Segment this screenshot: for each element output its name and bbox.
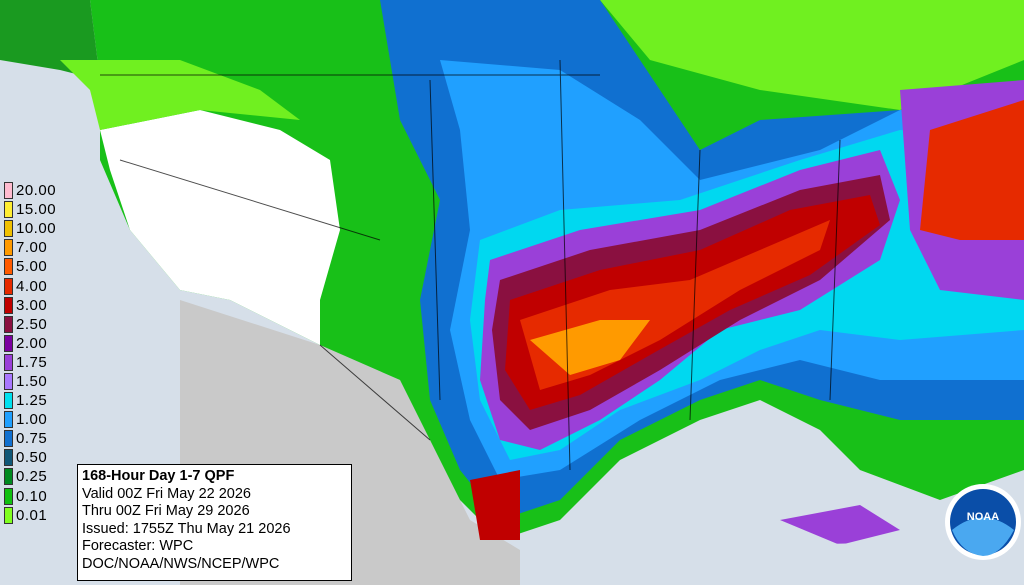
- legend-row: 0.75: [4, 429, 80, 448]
- legend-row: 1.75: [4, 353, 80, 372]
- legend-row: 1.00: [4, 410, 80, 429]
- legend-swatch: [4, 220, 13, 238]
- legend-row: 1.50: [4, 372, 80, 391]
- legend-row: 0.50: [4, 448, 80, 467]
- dry-area: [100, 110, 340, 345]
- legend-label: 0.25: [16, 468, 48, 486]
- legend-label: 0.10: [16, 487, 48, 505]
- legend-row: 2.00: [4, 334, 80, 353]
- legend-row: 5.00: [4, 257, 80, 276]
- legend-label: 1.75: [16, 353, 48, 371]
- legend-label: 1.00: [16, 411, 48, 429]
- legend-swatch: [4, 411, 13, 429]
- legend-swatch: [4, 468, 13, 486]
- info-thru: Thru 00Z Fri May 29 2026: [82, 503, 250, 519]
- legend-row: 15.00: [4, 200, 80, 219]
- info-issued: Issued: 1755Z Thu May 21 2026: [82, 520, 291, 537]
- legend-swatch: [4, 239, 13, 257]
- info-credit: DOC/NOAA/NWS/NCEP/WPC: [82, 555, 280, 572]
- legend-row: 0.25: [4, 467, 80, 486]
- south-ocean: [520, 540, 1024, 585]
- precip-7-00: [530, 320, 650, 375]
- legend-label: 2.50: [16, 315, 48, 333]
- legend-label: 1.50: [16, 372, 48, 390]
- logo-text: NOAA: [967, 511, 999, 523]
- legend: 20.00 15.00 10.00 7.00 5.00 4.00 3.00 2.50 2.00 1…: [4, 181, 80, 525]
- legend-swatch: [4, 506, 13, 524]
- legend-row: 2.50: [4, 315, 80, 334]
- legend-label: 3.00: [16, 296, 48, 314]
- legend-swatch: [4, 353, 13, 371]
- legend-row: 4.00: [4, 276, 80, 295]
- legend-label: 0.01: [16, 506, 48, 524]
- legend-row: 3.00: [4, 296, 80, 315]
- info-box: 168-Hour Day 1-7 QPF Valid 00Z Fri May 2…: [77, 464, 352, 581]
- legend-swatch: [4, 392, 13, 410]
- legend-label: 10.00: [16, 220, 57, 238]
- legend-swatch: [4, 277, 13, 295]
- legend-swatch: [4, 487, 13, 505]
- legend-label: 0.75: [16, 430, 48, 448]
- legend-row: 0.01: [4, 506, 80, 525]
- info-forecaster: Forecaster: WPC: [82, 538, 194, 554]
- legend-row: 0.10: [4, 487, 80, 506]
- legend-label: 4.00: [16, 277, 48, 295]
- legend-swatch: [4, 372, 13, 390]
- state-borders: [100, 59, 841, 471]
- legend-label: 0.50: [16, 449, 48, 467]
- legend-label: 7.00: [16, 239, 48, 257]
- info-valid: Valid 00Z Fri May 22 2026: [82, 485, 251, 502]
- precip-1-75-cuba: [780, 505, 900, 545]
- legend-label: 15.00: [16, 201, 57, 219]
- legend-row: 1.25: [4, 391, 80, 410]
- legend-label: 1.25: [16, 392, 48, 410]
- legend-swatch: [4, 449, 13, 467]
- legend-swatch: [4, 430, 13, 448]
- legend-label: 2.00: [16, 334, 48, 352]
- legend-row: 20.00: [4, 181, 80, 200]
- legend-row: 10.00: [4, 219, 80, 238]
- precip-3-00-south-texas: [470, 470, 520, 540]
- precip-0-01-nw: [60, 60, 300, 130]
- legend-swatch: [4, 315, 13, 333]
- legend-row: 7.00: [4, 238, 80, 257]
- info-title: 168-Hour Day 1-7 QPF: [82, 468, 235, 484]
- legend-label: 5.00: [16, 258, 48, 276]
- precip-0-01: [600, 0, 1024, 110]
- legend-swatch: [4, 182, 13, 200]
- legend-swatch: [4, 201, 13, 219]
- legend-swatch: [4, 258, 13, 276]
- legend-swatch: [4, 296, 13, 314]
- legend-swatch: [4, 334, 13, 352]
- precip-4-00-atlantic: [920, 100, 1024, 240]
- legend-label: 20.00: [16, 182, 57, 200]
- logo-wave: [952, 517, 1014, 556]
